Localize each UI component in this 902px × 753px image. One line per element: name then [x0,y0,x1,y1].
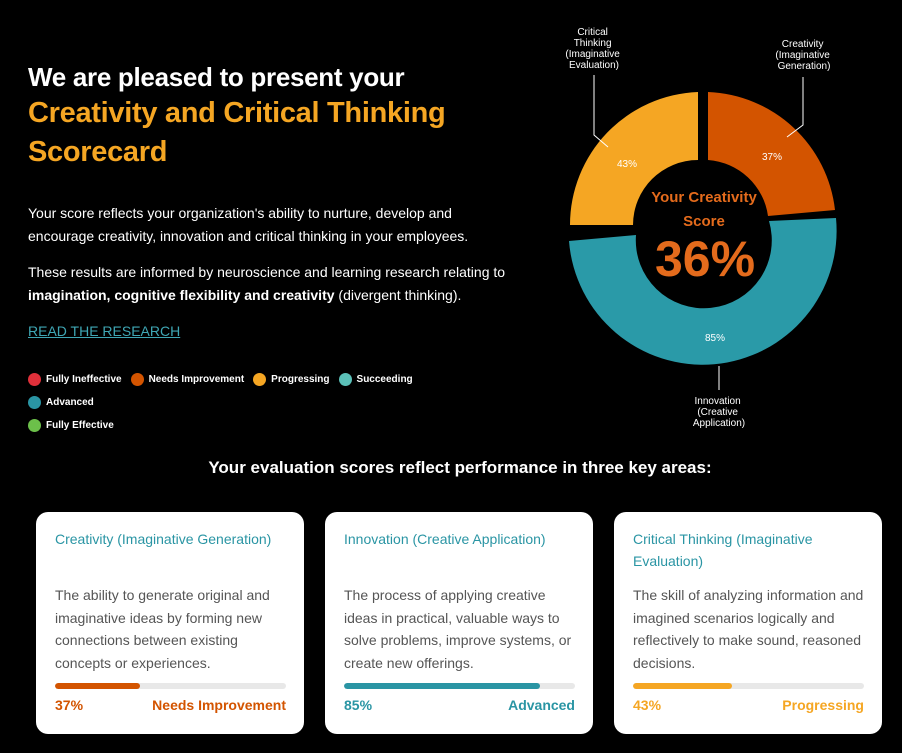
legend-label: Succeeding [356,373,413,385]
legend-item-succeeding: Succeeding [338,372,413,386]
card-description: The ability to generate original and ima… [55,587,270,671]
legend-dot-icon [28,372,41,386]
slice-value-creativity: 37% [762,152,782,163]
legend-dot-icon [28,418,41,432]
leader-line-critical-thinking [593,75,609,148]
card-progress-fill [55,683,141,689]
center-score-title-line2: Score [683,213,725,230]
card-footer: 43% Progressing [633,697,864,713]
intro-text: Your score reflects your organization's … [28,202,508,320]
intro-paragraph-2: These results are informed by neuroscien… [28,261,508,307]
card-status: Needs Improvement [152,697,286,713]
chart-slice-critical-thinking [570,92,698,225]
legend-item-fully-ineffective: Fully Ineffective [28,372,122,386]
card-title: Innovation (Creative Application) [344,531,546,547]
card-critical-thinking: Critical Thinking (Imaginative Evaluatio… [614,512,882,734]
legend-item-needs-improvement: Needs Improvement [130,372,245,386]
legend: Fully Ineffective Needs Improvement Prog… [28,372,468,432]
legend-item-fully-effective: Fully Effective [28,418,468,432]
chart-slice-creativity [708,92,835,216]
legend-label: Progressing [271,373,330,385]
legend-label: Advanced [46,396,94,408]
chart-slice-innovation [569,218,837,365]
card-creativity: Creativity (Imaginative Generation) The … [36,512,304,734]
slice-label-creativity: Creativity (Imaginative Generation) [775,39,832,72]
legend-label: Fully Effective [46,419,114,431]
read-research-link[interactable]: READ THE RESEARCH [28,323,181,339]
leader-line-creativity [786,77,804,138]
slice-value-innovation: 85% [705,333,725,344]
slice-value-critical-thinking: 43% [617,159,637,170]
title-intro: We are pleased to present your [28,62,405,92]
center-score-title-line1: Your Creativity [651,189,757,206]
legend-dot-icon [28,395,41,409]
center-score-value: 36% [655,231,755,287]
legend-dot-icon [338,372,352,386]
card-footer: 85% Advanced [344,697,575,713]
legend-label: Needs Improvement [148,373,245,385]
card-title: Critical Thinking (Imaginative Evaluatio… [633,531,813,569]
legend-dot-icon [130,372,144,386]
section-heading: Your evaluation scores reflect performan… [208,458,712,477]
intro-p2-bold: imagination, cognitive flexibility and c… [28,287,335,303]
card-status: Advanced [508,697,575,713]
title-main: Creativity and Critical Thinking [28,97,446,129]
card-status: Progressing [782,697,864,713]
card-progress-fill [344,683,541,689]
card-innovation: Innovation (Creative Application) The pr… [325,512,593,734]
card-percent: 37% [55,697,84,713]
card-percent: 85% [344,697,373,713]
card-footer: 37% Needs Improvement [55,697,286,713]
card-description: The process of applying creative ideas i… [344,587,572,671]
intro-p2-end: (divergent thinking). [334,287,462,303]
card-progress-bar [55,683,286,689]
slice-label-critical-thinking: Critical Thinking (Imaginative Evaluatio… [565,27,622,71]
card-progress-fill [633,683,733,689]
card-progress-bar [633,683,864,689]
legend-item-progressing: Progressing [253,372,330,386]
card-progress-bar [344,683,575,689]
card-title: Creativity (Imaginative Generation) [55,531,272,547]
intro-paragraph-1: Your score reflects your organization's … [28,205,469,244]
card-percent: 43% [633,697,662,713]
card-description: The skill of analyzing information and i… [633,587,864,671]
page-title: We are pleased to present your Creativit… [28,60,528,172]
legend-item-advanced: Advanced [28,395,94,409]
slice-label-innovation: Innovation (Creative Application) [693,396,745,429]
legend-label: Fully Ineffective [46,373,122,385]
title-sub: Scorecard [28,136,168,168]
legend-dot-icon [253,372,267,386]
intro-p2-start: These results are informed by neuroscien… [28,264,506,280]
